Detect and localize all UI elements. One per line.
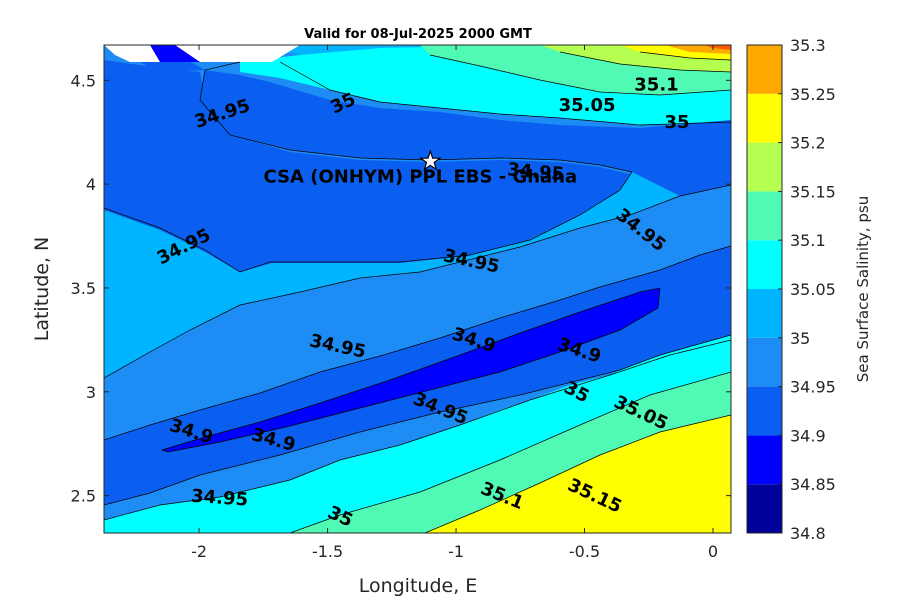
- colorbar-tick-label: 35.15: [790, 182, 836, 201]
- x-tick-label: -2: [191, 542, 207, 561]
- colorbar-tick-label: 35.2: [790, 134, 826, 153]
- y-tick-label: 4: [86, 175, 96, 194]
- colorbar-tick-label: 35: [790, 329, 810, 348]
- contour-fill: [104, 45, 731, 533]
- colorbar-swatch: [747, 93, 782, 143]
- colorbar-swatch: [747, 191, 782, 241]
- band-34.9-34.95-top-core: [104, 45, 731, 196]
- colorbar-swatch: [747, 484, 782, 533]
- site-star-icon: [419, 149, 442, 171]
- colorbar-tick-label: 35.1: [790, 231, 826, 250]
- y-tick-label: 3.5: [71, 279, 96, 298]
- y-tick-label: 4.5: [71, 71, 96, 90]
- contour-label: 35.05: [559, 95, 616, 116]
- contour-label: 34.95: [190, 486, 248, 511]
- colorbar-frame: [746, 44, 783, 534]
- band-34.85-34.9-low: [162, 288, 660, 452]
- colorbar-swatch: [747, 240, 782, 289]
- plot-area-frame: [103, 44, 732, 534]
- white-gap: [104, 45, 300, 62]
- x-tick-label: -1: [448, 542, 464, 561]
- x-axis: -2 -1.5 -1 -0.5 0: [191, 45, 718, 561]
- band-34.85-top: [150, 45, 200, 62]
- colorbar-label: Sea Surface Salinity, psu: [854, 196, 872, 382]
- colorbar-swatch: [747, 45, 782, 94]
- site-label: CSA (ONHYM) PPL EBS - Ghana: [264, 166, 578, 187]
- band-35.15-35.2: [425, 415, 731, 533]
- colorbar-tick-label: 34.85: [790, 475, 836, 494]
- y-tick-label: 3: [86, 383, 96, 402]
- colorbar-tick-label: 35.3: [790, 36, 826, 55]
- colorbar-swatch: [747, 435, 782, 485]
- contour-label: 35.1: [634, 74, 678, 95]
- chart-title: Valid for 08-Jul-2025 2000 GMT: [304, 27, 532, 42]
- contour-label: 34.95: [506, 159, 565, 185]
- y-axis-label: Latitude, N: [31, 237, 53, 342]
- x-tick-label: 0: [708, 542, 718, 561]
- site-marker: CSA (ONHYM) PPL EBS - Ghana: [264, 149, 578, 187]
- band-34.9-34.95-lower: [104, 185, 731, 533]
- y-tick-label: 2.5: [71, 487, 96, 506]
- colorbar-swatch: [747, 386, 782, 436]
- band-35.25-35.3-top: [705, 45, 731, 50]
- colorbar-tick-label: 34.8: [790, 524, 826, 543]
- x-tick-label: -1.5: [312, 542, 343, 561]
- x-axis-label: Longitude, E: [359, 575, 478, 597]
- colorbar-tick-label: 35.05: [790, 280, 836, 299]
- band-34.9-34.95-top-area: [104, 60, 630, 272]
- y-axis: 2.5 3 3.5 4 4.5: [71, 71, 731, 506]
- colorbar-swatch: [747, 289, 782, 338]
- colorbar-tick-label: 34.9: [790, 426, 826, 445]
- colorbar-swatch: [747, 142, 782, 192]
- contour-lines: [104, 51, 731, 533]
- contour-label: 35: [665, 112, 690, 133]
- colorbar: 34.8 34.85 34.9 34.95 35 35.05 35.1 35.15 35.2 35…: [747, 36, 836, 543]
- x-tick-label: -0.5: [569, 542, 600, 561]
- colorbar-swatch: [747, 337, 782, 387]
- colorbar-tick-label: 35.25: [790, 85, 836, 104]
- colorbar-tick-label: 34.95: [790, 378, 836, 397]
